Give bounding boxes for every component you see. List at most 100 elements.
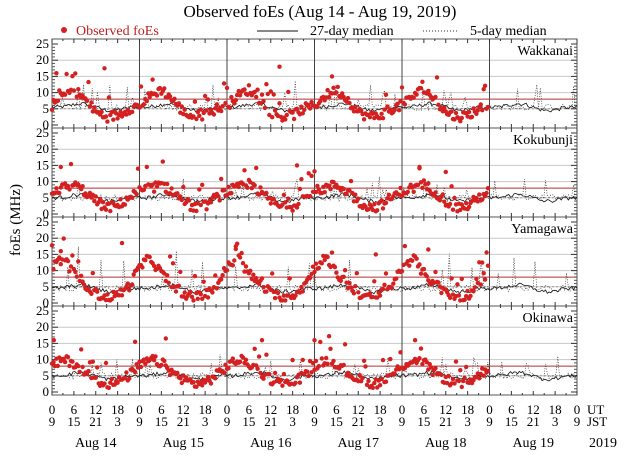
observed-point — [265, 91, 270, 97]
observed-point — [268, 201, 273, 206]
y-tick-label: 0 — [43, 384, 50, 399]
x-tick-label-jst: 15 — [155, 414, 168, 429]
observed-point — [396, 108, 402, 113]
observed-point — [62, 92, 68, 97]
observed-point — [296, 201, 301, 207]
observed-point — [95, 289, 100, 294]
observed-point — [379, 198, 384, 203]
x-tick-label-ut: 0 — [574, 402, 581, 417]
observed-point — [286, 293, 291, 298]
observed-point — [73, 269, 78, 275]
x-tick-label-ut: 6 — [421, 402, 428, 417]
observed-point — [447, 201, 453, 207]
observed-point — [462, 297, 467, 302]
y-tick-label: 5 — [43, 190, 50, 205]
y-tick-label: 15 — [36, 68, 49, 83]
observed-point — [143, 258, 148, 263]
observed-point — [167, 254, 173, 259]
observed-point — [277, 101, 282, 106]
observed-points — [49, 64, 491, 124]
observed-point — [442, 105, 447, 111]
observed-point — [210, 290, 215, 295]
observed-point — [477, 192, 482, 197]
observed-point — [162, 86, 167, 91]
legend-observed-label: Observed foEs — [76, 24, 159, 39]
observed-point — [417, 262, 422, 267]
observed-point — [286, 196, 291, 201]
observed-point — [130, 109, 135, 115]
observed-point — [200, 296, 205, 301]
observed-point — [459, 384, 464, 390]
observed-point — [151, 263, 157, 269]
observed-point — [223, 362, 228, 367]
observed-point — [147, 254, 152, 260]
observed-point — [264, 289, 269, 294]
observed-point — [341, 186, 346, 192]
observed-point — [232, 258, 237, 263]
observed-point — [407, 263, 412, 268]
observed-point — [248, 268, 253, 273]
observed-point — [377, 293, 383, 298]
observed-point — [313, 261, 319, 266]
observed-point — [464, 201, 469, 206]
observed-point — [167, 94, 173, 99]
observed-point — [95, 365, 100, 370]
x-tick-label-ut: 6 — [158, 402, 165, 417]
observed-point — [306, 102, 311, 108]
observed-point — [356, 290, 361, 295]
x-tick-label-ut: 0 — [399, 402, 406, 417]
observed-point — [280, 383, 285, 388]
x-tick-label-jst: 15 — [417, 414, 430, 429]
observed-point — [111, 117, 116, 122]
x-tick-label-jst: 3 — [464, 414, 471, 429]
observed-point — [55, 98, 60, 104]
observed-point — [272, 370, 278, 376]
observed-point — [383, 200, 389, 206]
observed-point — [49, 243, 55, 248]
observed-point — [79, 273, 84, 278]
observed-point — [170, 261, 176, 266]
x-tick-label-jst: 9 — [486, 414, 493, 429]
observed-point — [316, 265, 322, 271]
observed-point — [364, 382, 370, 387]
observed-point — [319, 356, 324, 361]
observed-point — [477, 376, 482, 381]
median-5day-line — [51, 246, 578, 293]
observed-point — [270, 271, 275, 276]
observed-point — [417, 164, 422, 170]
observed-point — [208, 381, 214, 386]
observed-point — [481, 87, 486, 92]
observed-point — [214, 286, 219, 291]
observed-point — [58, 262, 63, 267]
observed-point — [182, 107, 187, 112]
x-tick-label-ut: 0 — [311, 402, 318, 417]
observed-point — [127, 376, 132, 381]
median-5day-line — [51, 176, 578, 203]
observed-point — [169, 186, 174, 191]
median-5day-line — [51, 354, 578, 380]
observed-point — [204, 108, 209, 113]
observed-point — [399, 85, 405, 90]
y-tick-label: 0 — [43, 117, 50, 132]
observed-point — [354, 271, 359, 276]
observed-point — [420, 79, 425, 85]
observed-point — [278, 377, 284, 383]
observed-point — [478, 102, 483, 107]
observed-point — [261, 99, 266, 104]
x-tick-label-ut: 18 — [374, 402, 387, 417]
observed-point — [309, 173, 314, 179]
observed-point — [342, 342, 348, 347]
observed-point — [326, 183, 332, 188]
observed-point — [76, 363, 81, 369]
median-27day-line — [51, 192, 578, 204]
observed-point — [130, 282, 135, 287]
observed-point — [484, 250, 489, 255]
observed-point — [271, 196, 276, 202]
observed-point — [154, 184, 160, 189]
observed-point — [480, 197, 485, 202]
observed-point — [195, 296, 200, 301]
observed-point — [440, 192, 445, 197]
observed-point — [93, 194, 99, 199]
observed-point — [302, 107, 307, 113]
